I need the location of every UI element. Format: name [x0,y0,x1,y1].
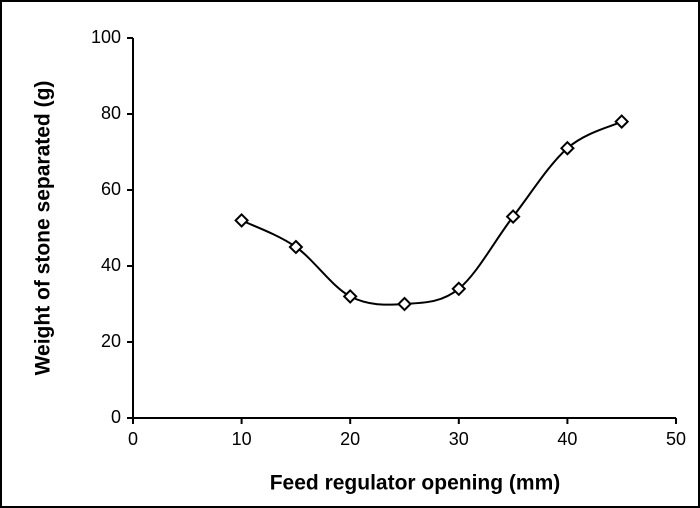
x-axis-title: Feed regulator opening (mm) [270,472,561,495]
marker [397,296,412,312]
y-tick-label: 100 [91,27,121,47]
marker [234,212,250,228]
x-tick-label: 10 [232,429,252,449]
y-axis-title: Weight of stone separated (g) [32,81,55,376]
x-tick-label: 50 [666,429,686,449]
x-tick-label: 40 [557,429,577,449]
y-tick-label: 40 [101,255,121,275]
x-tick-label: 0 [128,429,138,449]
marker [559,140,575,156]
marker [342,288,358,304]
marker [288,239,304,255]
y-tick-label: 80 [101,103,121,123]
marker [614,114,630,130]
marker [451,281,467,297]
marker [505,209,521,225]
y-tick-label: 60 [101,179,121,199]
y-tick-label: 0 [111,407,121,427]
y-tick-label: 20 [101,331,121,351]
line [241,120,623,306]
x-tick-label: 30 [449,429,469,449]
x-tick-label: 20 [340,429,360,449]
